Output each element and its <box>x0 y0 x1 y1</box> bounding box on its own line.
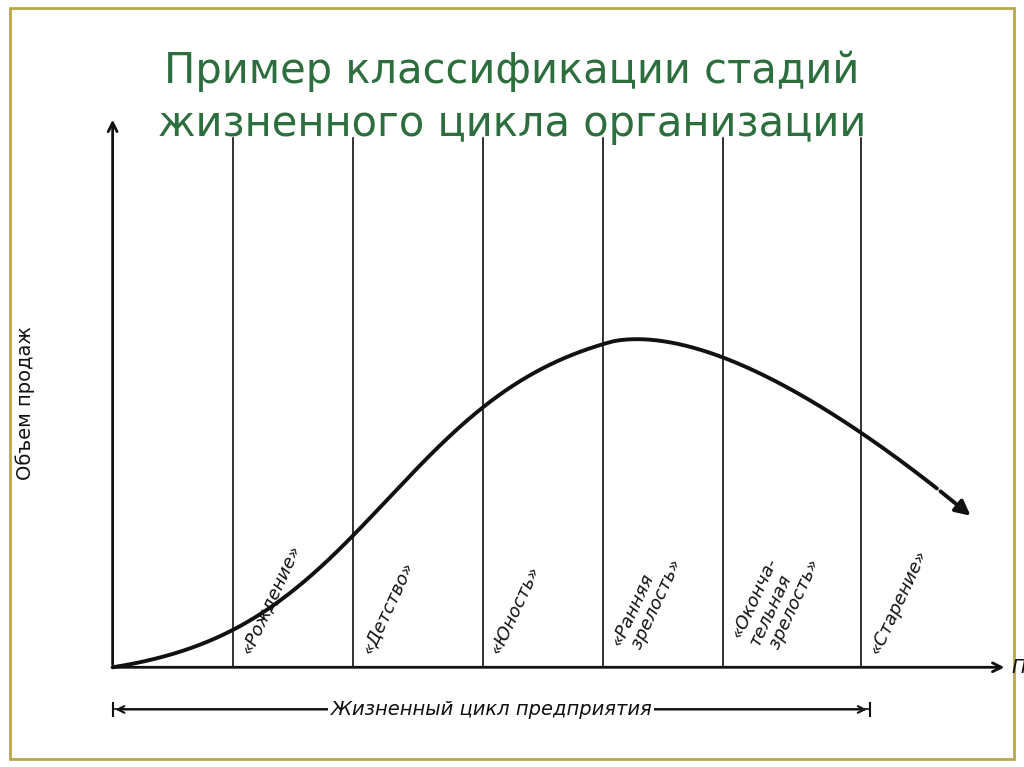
Text: «Старение»: «Старение» <box>866 546 931 657</box>
Text: Жизненный цикл предприятия: Жизненный цикл предприятия <box>331 700 651 719</box>
Text: «Оконча-
тельная
 зрелость»: «Оконча- тельная зрелость» <box>728 540 823 657</box>
Text: «Юность»: «Юность» <box>487 563 544 657</box>
Text: «Рождение»: «Рождение» <box>239 542 304 657</box>
Text: «Ранняя
 зрелость»: «Ранняя зрелость» <box>608 548 685 657</box>
Text: Пример классификации стадий
жизненного цикла организации: Пример классификации стадий жизненного ц… <box>158 50 866 146</box>
Text: «Детство»: «Детство» <box>358 558 417 657</box>
Text: Объем продаж: Объем продаж <box>15 326 36 479</box>
Text: Период: Период <box>1012 658 1024 676</box>
